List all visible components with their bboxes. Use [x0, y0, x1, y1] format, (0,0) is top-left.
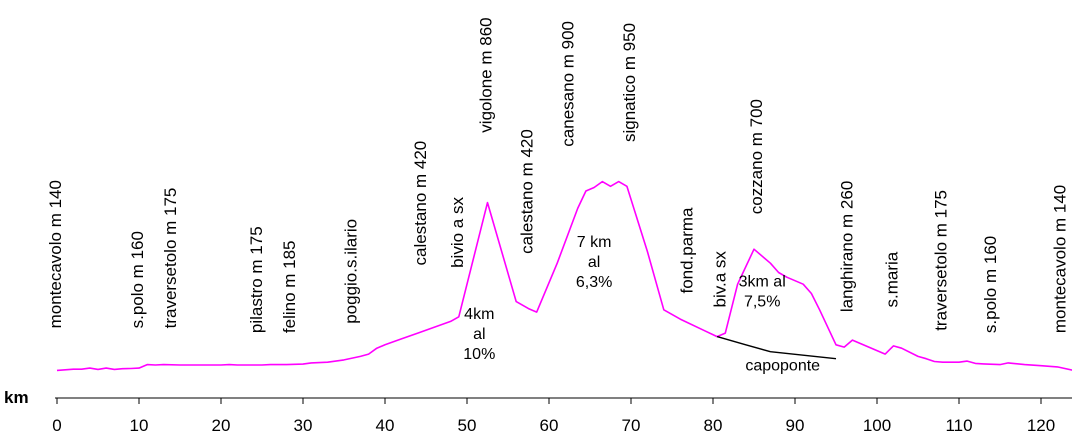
x-tick-label: 60	[540, 416, 559, 434]
place-label: poggio.s.ilario	[341, 219, 360, 324]
place-label: calestano m 420	[518, 129, 537, 254]
x-tick-label: 120	[1027, 416, 1055, 434]
x-tick-label: 40	[376, 416, 395, 434]
place-label: montecavolo m 140	[1051, 185, 1070, 333]
place-label: bivio a sx	[448, 197, 467, 268]
x-tick-label: 110	[945, 416, 972, 434]
place-label: biv.a sx	[710, 251, 729, 308]
place-label: s.polo m 160	[128, 231, 147, 328]
place-label: felino m 185	[280, 240, 299, 333]
x-tick-label: 80	[704, 416, 723, 434]
place-label: langhirano m 260	[837, 181, 856, 312]
elevation-line	[56, 180, 1072, 372]
capoponte-line	[716, 335, 837, 360]
x-tick-label: 50	[458, 416, 477, 434]
x-axis-ticks: 0 10 20 30 40 50 60 70 80 90 100 110 120	[52, 398, 1055, 434]
x-tick-label: 100	[863, 416, 891, 434]
x-tick-label: 70	[622, 416, 641, 434]
annotation: 7 km al 6,3%	[576, 234, 612, 291]
x-axis-label: km	[4, 388, 29, 407]
place-label: montecavolo m 140	[46, 180, 65, 328]
place-label: s.maria	[883, 251, 902, 307]
place-label: traversetolo m 175	[161, 188, 180, 329]
x-tick-label: 20	[212, 416, 231, 434]
x-tick-label: 90	[786, 416, 805, 434]
place-label: signatico m 950	[620, 23, 639, 142]
annotation: capoponte	[745, 357, 820, 374]
annotation: 4km al 10%	[463, 306, 495, 363]
annotations: 4km al 10% 7 km al 6,3% 3km al 7,5% capoponte	[463, 234, 820, 374]
x-tick-label: 0	[52, 416, 61, 434]
place-label: traversetolo m 175	[932, 190, 951, 331]
place-label: fond.parma	[678, 207, 697, 294]
annotation: 3km al 7,5%	[739, 274, 786, 311]
place-label: s.polo m 160	[981, 236, 1000, 333]
place-label: vigolone m 860	[477, 17, 496, 132]
x-tick-label: 10	[130, 416, 149, 434]
series-group	[56, 180, 1072, 372]
place-label: pilastro m 175	[247, 226, 266, 333]
x-tick-label: 30	[294, 416, 313, 434]
place-label: canesano m 900	[559, 21, 578, 147]
place-label: cozzano m 700	[747, 99, 766, 214]
place-labels: montecavolo m 140 s.polo m 160 traversetol…	[46, 17, 1070, 333]
place-label: calestano m 420	[411, 141, 430, 266]
